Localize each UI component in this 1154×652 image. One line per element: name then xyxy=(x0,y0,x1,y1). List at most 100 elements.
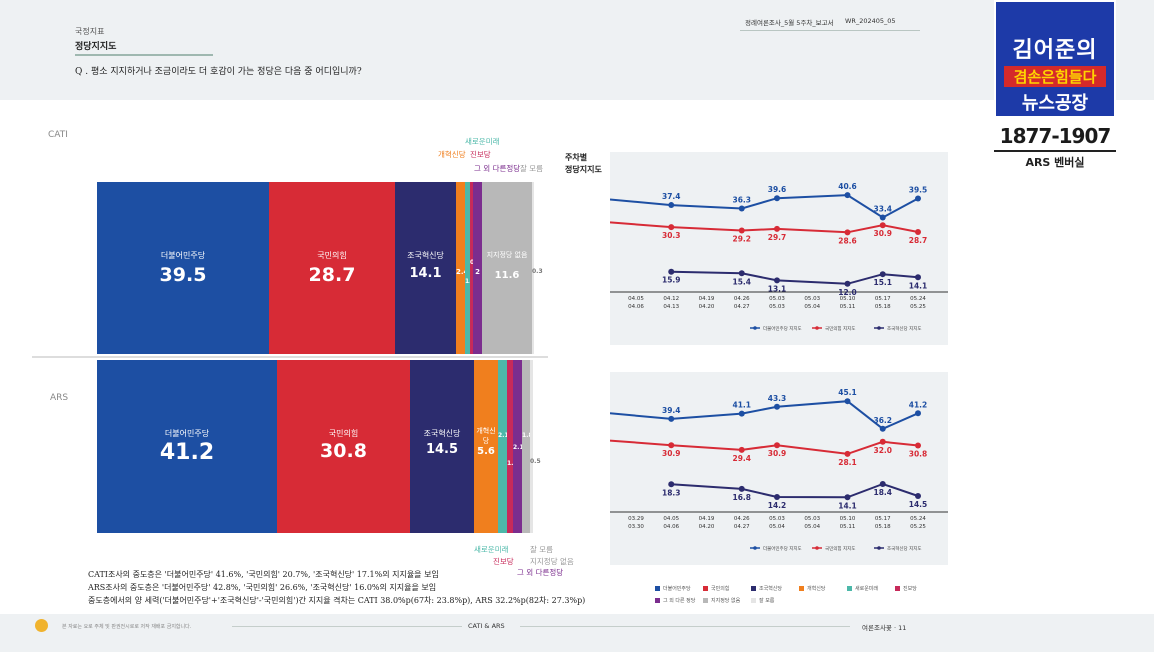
legend-dot xyxy=(877,546,881,550)
legend-item: 잘 모름 xyxy=(751,597,799,609)
ars-bar-reform-value: 5.6 xyxy=(477,446,495,457)
data-label: 29.4 xyxy=(732,454,751,463)
series-line-1 xyxy=(610,439,919,455)
flower-logo-icon xyxy=(35,619,48,632)
legend-text: 진보당 xyxy=(903,586,917,592)
x-tick-label: 05.17 xyxy=(875,296,891,302)
cati-bar-dk: 0.3 xyxy=(532,182,543,354)
x-tick-label: 05.24 xyxy=(910,296,926,302)
ars-caption: ARS 벤버실 xyxy=(1025,156,1085,169)
x-tick-label: 05.03 xyxy=(804,296,820,302)
ars-label-other: 그 외 다른정당 xyxy=(517,568,564,577)
ars-label-dk: 잘 모름 xyxy=(530,545,554,554)
cati-bar-reform-value: 2.4 xyxy=(456,268,469,276)
data-label: 36.2 xyxy=(873,416,892,425)
data-label: 12.0 xyxy=(838,288,857,297)
data-point xyxy=(879,222,886,229)
x-tick-label: 05.03 xyxy=(769,296,785,302)
data-label: 32.0 xyxy=(873,446,892,455)
cati-bar-rebuild-name: 조국혁신당 xyxy=(407,251,444,260)
ars-trend-chart: 03.29 03.30 04.05 04.06 04.19 04.20 04.26 04.27… xyxy=(610,388,948,552)
legend-item: 국민의힘 xyxy=(703,585,751,597)
legend-item: 새로운미래 xyxy=(847,585,895,597)
data-point xyxy=(879,214,886,221)
legend-dot xyxy=(753,326,757,330)
cati-bar-dk-value: 0.3 xyxy=(532,268,543,275)
x-tick-label: 05.11 xyxy=(840,304,856,310)
footer-copyright: 본 자료는 요로 주체 및 판권전시로로 저작 재배포 금지합니다. xyxy=(62,624,192,630)
data-point xyxy=(844,229,851,236)
data-point xyxy=(774,403,780,410)
cati-bar-none-value: 11.6 xyxy=(494,270,520,281)
legend-swatch xyxy=(751,598,756,603)
logo-line-2: 겸손은힘들다 xyxy=(1004,66,1106,87)
x-tick-label: 05.03 xyxy=(769,516,785,522)
report-underline xyxy=(740,30,920,31)
trend-title-line1: 주차별 xyxy=(565,153,588,162)
x-tick-label: 05.04 xyxy=(769,524,785,530)
data-point xyxy=(738,270,745,277)
data-label: 33.4 xyxy=(873,204,892,213)
logo-line-1: 김어준의 xyxy=(1012,38,1098,63)
logo-line-3: 뉴스공장 xyxy=(1021,93,1089,114)
cati-bar-other: 2 xyxy=(473,182,482,354)
data-point xyxy=(879,425,886,432)
data-label: 30.9 xyxy=(873,229,892,238)
series-line-0 xyxy=(610,194,919,219)
ars-bar-newfuture: 2.1 xyxy=(498,360,509,533)
data-point xyxy=(668,481,675,488)
data-label: 14.2 xyxy=(768,501,787,510)
legend-item: 그 외 다른 정당 xyxy=(655,597,703,609)
legend-text: 새로운미래 xyxy=(855,586,879,592)
trend-title: 주차별 정당지지도 xyxy=(565,152,602,176)
legend-label: 더불어민주당 지지도 xyxy=(763,545,802,552)
data-label: 30.8 xyxy=(909,450,928,459)
legend-item: 조국혁신당 xyxy=(751,585,799,597)
cati-bar-ppp: 국민의힘 28.7 xyxy=(269,182,395,354)
data-label: 18.3 xyxy=(662,488,681,497)
x-tick-label: 04.27 xyxy=(734,304,750,310)
chart-legend: 더불어민주당 국민의힘 조국혁신당 개혁신당 새로운미래 진보당그 외 다른 정당 지지정당… xyxy=(655,585,955,609)
legend-label: 조국혁신당 지지도 xyxy=(887,545,922,552)
x-tick-label: 04.12 xyxy=(663,296,679,302)
x-tick-label: 05.04 xyxy=(804,524,820,530)
series-line-2 xyxy=(671,270,919,285)
x-tick-label: 05.03 xyxy=(804,516,820,522)
data-label: 14.1 xyxy=(838,501,857,510)
data-label: 28.7 xyxy=(909,236,928,245)
x-tick-label: 05.10 xyxy=(840,516,856,522)
legend-swatch xyxy=(655,586,660,591)
page-footer: 본 자료는 요로 주체 및 판권전시로로 저작 재배포 금지합니다. CATI … xyxy=(0,614,1154,652)
cati-bar-none-name: 지지정당 없음 xyxy=(486,251,528,259)
data-point xyxy=(844,398,851,405)
data-label: 15.4 xyxy=(732,277,751,286)
x-tick-label: 04.06 xyxy=(628,304,644,310)
ars-bar-newfuture-value: 2.1 xyxy=(498,432,509,439)
data-label: 14.5 xyxy=(909,500,928,509)
x-tick-label: 04.26 xyxy=(734,296,750,302)
legend-text: 조국혁신당 xyxy=(759,586,783,592)
legend-item: 지지정당 없음 xyxy=(703,597,751,609)
cati-label-reform: 개혁신당 xyxy=(438,150,466,159)
note-ars: ARS조사의 중도층은 '더불어민주당' 42.8%, '국민의힘' 26.6%… xyxy=(88,583,437,592)
ars-bar-dem-value: 41.2 xyxy=(159,440,215,465)
x-tick-label: 03.29 xyxy=(628,516,644,522)
cati-bar-rebuild: 조국혁신당 14.1 xyxy=(395,182,456,354)
legend-swatch xyxy=(655,598,660,603)
cati-bar-ppp-name: 국민의힘 xyxy=(317,251,347,260)
legend-item: 진보당 xyxy=(895,585,943,597)
data-point xyxy=(774,493,780,500)
data-label: 39.4 xyxy=(662,406,681,415)
data-label: 37.4 xyxy=(662,192,681,201)
ars-bar-dk-value: 0.5 xyxy=(530,458,541,465)
ars-label-newfuture: 새로운미래 xyxy=(474,545,509,554)
cati-bar-reform: 2.4 xyxy=(456,182,469,354)
data-point xyxy=(774,225,780,232)
data-label: 28.6 xyxy=(838,236,857,245)
footer-center: CATI & ARS xyxy=(468,622,505,630)
note-cati: CATI조사의 중도층은 '더불어민주당' 41.6%, '국민의힘' 20.7… xyxy=(88,570,439,579)
survey-question: Q . 평소 지지하거나 조금이라도 더 호감이 가는 정당은 다음 중 어디입… xyxy=(75,67,362,77)
data-point xyxy=(668,442,675,449)
legend-item: 더불어민주당 xyxy=(655,585,703,597)
data-label: 43.3 xyxy=(768,394,787,403)
